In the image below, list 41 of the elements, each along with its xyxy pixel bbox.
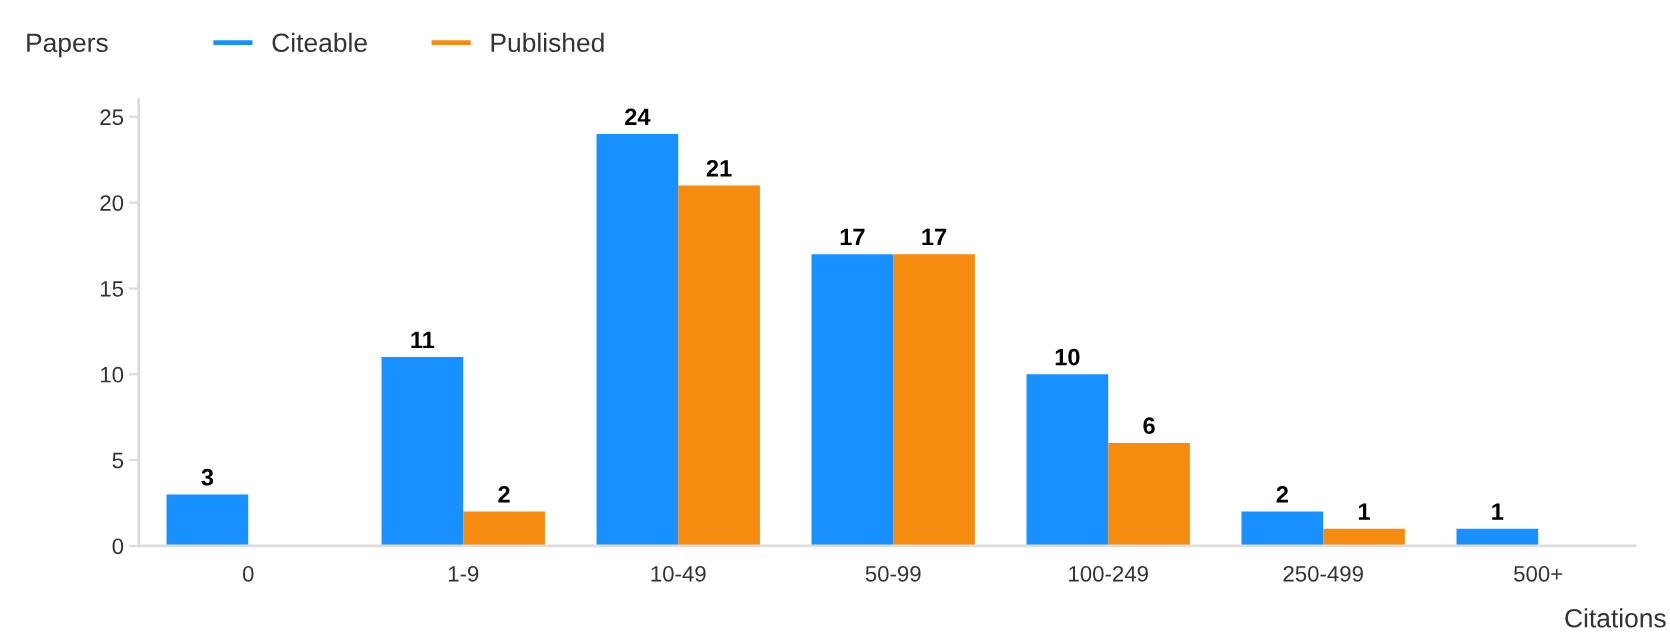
x-tick-label: 0	[242, 565, 254, 582]
bar	[893, 254, 975, 546]
data-label: 17	[922, 228, 947, 246]
data-label: 17	[840, 228, 865, 246]
data-label: 24	[625, 108, 651, 125]
x-tick-label: 100-249	[1069, 565, 1148, 582]
bar	[381, 357, 464, 546]
bar	[596, 133, 679, 546]
legend-label: Published	[491, 32, 604, 53]
x-tick-label: 500+	[1514, 565, 1563, 582]
bar	[811, 254, 894, 546]
data-label: 3	[201, 468, 214, 486]
bar	[1323, 528, 1405, 546]
y-tick-label: 25	[100, 109, 124, 126]
y-tick-label: 20	[100, 195, 124, 211]
data-label: 11	[411, 331, 435, 349]
legend-label: Citeable	[272, 32, 367, 53]
data-label: 1	[1492, 503, 1504, 520]
x-tick-label: 50-99	[865, 565, 921, 582]
bar	[1241, 511, 1324, 546]
data-label: 1	[1358, 503, 1370, 520]
y-tick-label: 5	[112, 452, 124, 469]
bar	[1108, 442, 1190, 546]
y-tick-label: 10	[101, 366, 124, 383]
x-tick-label: 250-499	[1283, 565, 1363, 582]
x-tick-label: 10-49	[651, 565, 706, 582]
y-tick-label: 0	[112, 538, 124, 555]
data-label: 2	[498, 486, 510, 503]
bar	[1026, 374, 1109, 546]
bar	[166, 494, 249, 546]
y-axis-title: Papers	[27, 33, 108, 58]
bar	[463, 511, 545, 546]
x-tick-label: 1-9	[448, 565, 479, 582]
x-axis-title: Citations	[1565, 608, 1666, 628]
bar	[678, 185, 760, 546]
data-label: 21	[706, 159, 732, 177]
data-label: 6	[1143, 417, 1155, 435]
y-tick-label: 15	[101, 281, 124, 297]
data-label: 2	[1276, 486, 1288, 503]
bar	[1456, 528, 1539, 546]
data-label: 10	[1055, 348, 1080, 366]
